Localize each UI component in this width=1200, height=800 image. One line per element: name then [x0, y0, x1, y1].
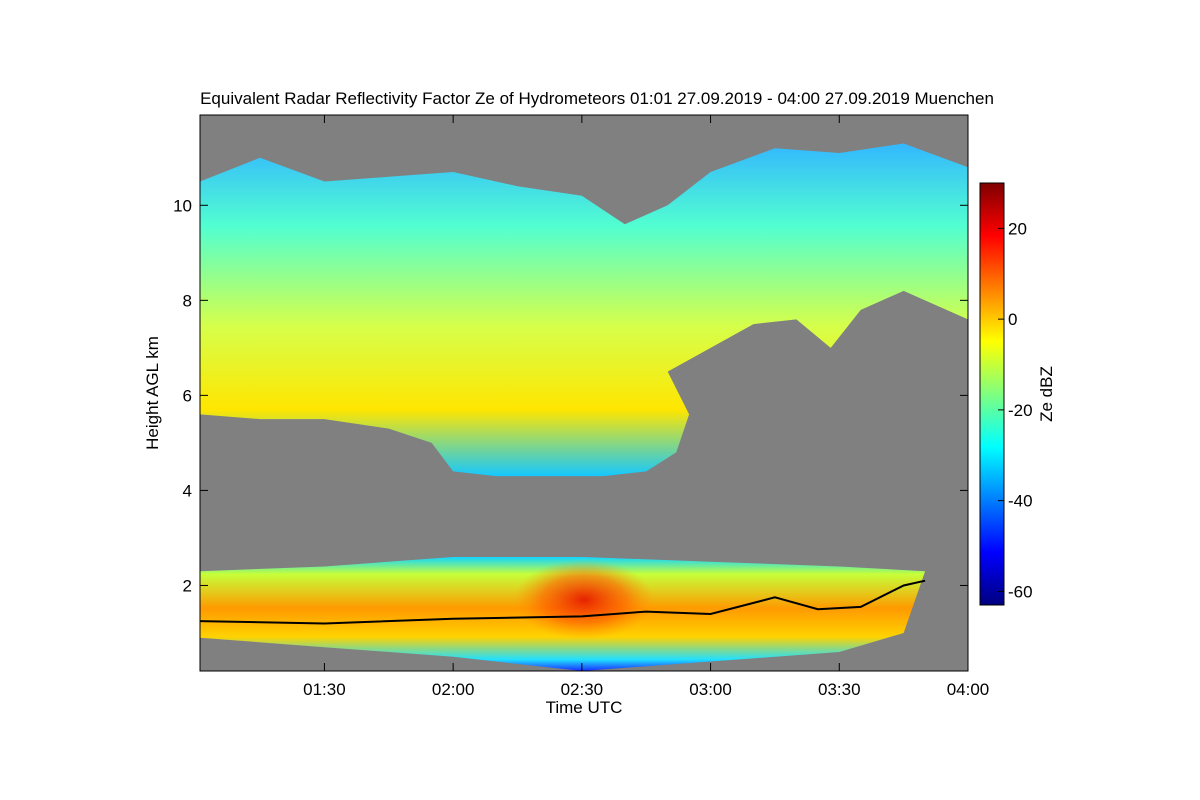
x-tick-label: 02:30 [561, 680, 604, 699]
colorbar: 20 0 -20 -40 -60 Ze dBZ [979, 182, 1056, 606]
rain-core [514, 559, 654, 640]
upper-cloud-layer [200, 143, 968, 477]
colorbar-tick-label: 0 [1008, 310, 1017, 329]
y-tick-label: 6 [183, 386, 192, 405]
y-tick-label: 8 [183, 291, 192, 310]
y-tick-label: 10 [173, 196, 192, 215]
colorbar-gradient [979, 182, 1005, 606]
x-tick-label: 03:30 [818, 680, 861, 699]
colorbar-label: Ze dBZ [1037, 366, 1056, 422]
y-tick-label: 4 [183, 481, 192, 500]
y-axis-label: Height AGL km [143, 336, 162, 450]
y-tick-label: 2 [183, 576, 192, 595]
chart-title: Equivalent Radar Reflectivity Factor Ze … [200, 89, 994, 108]
colorbar-tick-label: 20 [1008, 219, 1027, 238]
colorbar-tick-label: -60 [1008, 582, 1033, 601]
plot-area: 01:30 02:00 02:30 03:00 03:30 04:00 2 4 6 8 10 [173, 114, 990, 699]
x-axis-label: Time UTC [546, 698, 623, 717]
colorbar-tick-label: -40 [1008, 492, 1033, 511]
x-tick-label: 01:30 [303, 680, 346, 699]
x-tick-label: 03:00 [689, 680, 732, 699]
plot-frame [199, 114, 969, 672]
cloud-base-line [200, 579, 926, 625]
colorbar-tick-label: -20 [1008, 401, 1033, 420]
x-tick-label: 02:00 [432, 680, 475, 699]
x-tick-label: 04:00 [947, 680, 990, 699]
